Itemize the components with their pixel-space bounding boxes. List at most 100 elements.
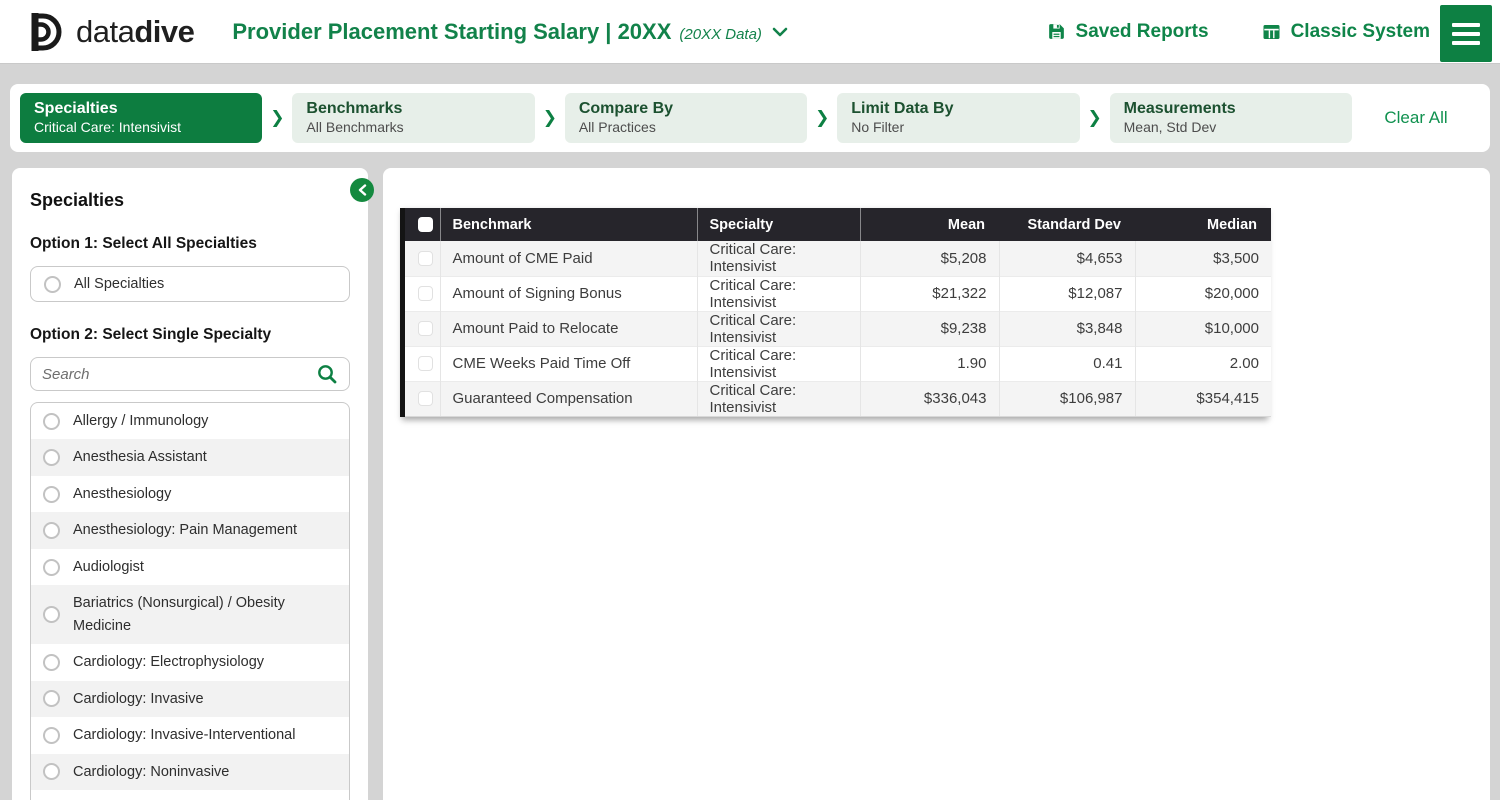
std-dev-cell: $4,653: [998, 241, 1135, 276]
specialty-cell: Critical Care: Intensivist: [696, 275, 860, 311]
report-title-dropdown[interactable]: Provider Placement Starting Salary | 20X…: [232, 19, 788, 45]
step-limit-data-by[interactable]: Limit Data By No Filter: [837, 93, 1080, 143]
median-cell: $20,000: [1134, 275, 1271, 311]
chevron-right-icon: ❯: [270, 108, 285, 127]
datadive-logo[interactable]: datadive: [28, 10, 195, 54]
radio-button[interactable]: [44, 275, 61, 293]
row-checkbox[interactable]: [418, 250, 433, 266]
radio-button[interactable]: [43, 485, 60, 503]
saved-reports-label: Saved Reports: [1075, 20, 1209, 42]
hamburger-icon: [1452, 22, 1480, 27]
select-all-cell: [405, 208, 440, 241]
radio-button[interactable]: [43, 606, 60, 624]
option1-heading: Option 1: Select All Specialties: [30, 235, 257, 252]
specialties-sidebar: Specialties Option 1: Select All Special…: [12, 168, 368, 800]
column-header-specialty[interactable]: Specialty: [696, 208, 860, 241]
radio-button[interactable]: [43, 412, 60, 430]
radio-button[interactable]: [43, 449, 60, 467]
benchmark-cell: CME Weeks Paid Time Off: [439, 345, 697, 381]
radio-button[interactable]: [43, 654, 60, 672]
radio-button[interactable]: [43, 690, 60, 708]
column-header-median[interactable]: Median: [1135, 208, 1271, 241]
step-label: Benchmarks: [306, 100, 403, 118]
specialty-option[interactable]: Certified Registered Nurse Anesthetist: [31, 790, 349, 800]
specialty-option[interactable]: Anesthesia Assistant: [31, 439, 349, 476]
radio-button[interactable]: [43, 558, 60, 576]
step-compare-by[interactable]: Compare By All Practices: [564, 93, 808, 143]
page-title-suffix: (20XX Data): [679, 25, 762, 43]
specialty-list: Allergy / Immunology Anesthesia Assistan…: [30, 402, 350, 800]
row-checkbox[interactable]: [418, 391, 433, 406]
chevron-right-icon: ❯: [542, 108, 557, 127]
row-checkbox[interactable]: [418, 321, 433, 336]
step-value: Critical Care: Intensivist: [34, 119, 182, 136]
step-label: Limit Data By: [851, 100, 954, 118]
mean-cell: $5,208: [859, 241, 999, 276]
median-cell: $3,500: [1134, 241, 1271, 276]
page-title: Provider Placement Starting Salary | 20X…: [232, 18, 672, 44]
table-row: Amount of CME Paid Critical Care: Intens…: [405, 241, 1271, 276]
saved-reports-button[interactable]: Saved Reports: [1046, 21, 1209, 43]
mean-cell: $336,043: [859, 380, 999, 417]
menu-button[interactable]: [1440, 5, 1492, 62]
datadive-logo-text: datadive: [76, 13, 195, 49]
specialty-option[interactable]: Anesthesiology: [31, 476, 349, 512]
specialty-option[interactable]: Allergy / Immunology: [31, 403, 349, 439]
specialty-cell: Critical Care: Intensivist: [696, 241, 860, 276]
save-icon: [1046, 21, 1067, 42]
row-checkbox[interactable]: [418, 286, 433, 301]
step-value: All Practices: [578, 119, 656, 136]
mean-cell: 1.90: [859, 345, 999, 381]
step-specialties[interactable]: Specialties Critical Care: Intensivist: [20, 93, 263, 143]
sidebar-title: Specialties: [30, 190, 125, 210]
filter-step-bar: Specialties Critical Care: Intensivist ❯…: [10, 84, 1490, 152]
step-value: No Filter: [851, 119, 905, 136]
median-cell: 2.00: [1134, 345, 1271, 381]
chevron-down-icon: [772, 27, 788, 37]
specialty-search: [30, 357, 350, 391]
radio-button[interactable]: [43, 726, 60, 744]
specialty-option[interactable]: Cardiology: Invasive: [31, 680, 349, 718]
table-row: CME Weeks Paid Time Off Critical Care: I…: [405, 345, 1271, 381]
specialty-option[interactable]: Anesthesiology: Pain Management: [31, 512, 349, 549]
specialty-option[interactable]: Bariatrics (Nonsurgical) / Obesity Medic…: [31, 585, 349, 645]
classic-system-button[interactable]: Classic System: [1261, 21, 1430, 43]
datadive-logo-icon: [28, 10, 66, 54]
search-icon[interactable]: [316, 363, 338, 385]
step-label: Specialties: [34, 100, 118, 118]
step-value: Mean, Std Dev: [1123, 119, 1217, 136]
search-input[interactable]: [42, 365, 316, 383]
specialty-cell: Critical Care: Intensivist: [696, 345, 860, 381]
specialty-option[interactable]: Cardiology: Electrophysiology: [31, 644, 349, 680]
column-header-benchmark[interactable]: Benchmark: [439, 208, 697, 241]
all-specialties-label: All Specialties: [74, 276, 165, 292]
chevron-right-icon: ❯: [815, 108, 830, 127]
median-cell: $10,000: [1134, 310, 1271, 346]
benchmark-cell: Amount of Signing Bonus: [439, 275, 697, 311]
app-header: datadive Provider Placement Starting Sal…: [0, 0, 1500, 64]
row-checkbox[interactable]: [418, 356, 433, 371]
table-row: Guaranteed Compensation Critical Care: I…: [405, 380, 1271, 417]
specialty-option[interactable]: Cardiology: Invasive-Interventional: [31, 717, 349, 753]
all-specialties-option[interactable]: All Specialties: [30, 266, 350, 302]
step-benchmarks[interactable]: Benchmarks All Benchmarks: [292, 93, 535, 143]
std-dev-cell: $106,987: [998, 380, 1135, 417]
clear-all-button[interactable]: Clear All: [1384, 108, 1448, 127]
table-header-row: Benchmark Specialty Mean Standard Dev Me…: [405, 208, 1271, 241]
select-all-checkbox[interactable]: [418, 217, 433, 232]
specialty-option[interactable]: Audiologist: [31, 549, 349, 585]
step-label: Compare By: [578, 100, 674, 118]
column-header-mean[interactable]: Mean: [859, 208, 999, 241]
sidebar-collapse-button[interactable]: [350, 178, 374, 202]
specialty-cell: Critical Care: Intensivist: [696, 310, 860, 346]
step-measurements[interactable]: Measurements Mean, Std Dev: [1109, 93, 1353, 143]
median-cell: $354,415: [1134, 380, 1271, 417]
radio-button[interactable]: [43, 522, 60, 540]
option2-heading: Option 2: Select Single Specialty: [30, 326, 272, 343]
std-dev-cell: $12,087: [998, 275, 1135, 311]
radio-button[interactable]: [43, 763, 60, 781]
table-row: Amount of Signing Bonus Critical Care: I…: [405, 275, 1271, 311]
specialty-option[interactable]: Cardiology: Noninvasive: [31, 753, 349, 791]
column-header-standard-dev[interactable]: Standard Dev: [999, 208, 1135, 241]
benchmark-cell: Guaranteed Compensation: [439, 380, 697, 417]
